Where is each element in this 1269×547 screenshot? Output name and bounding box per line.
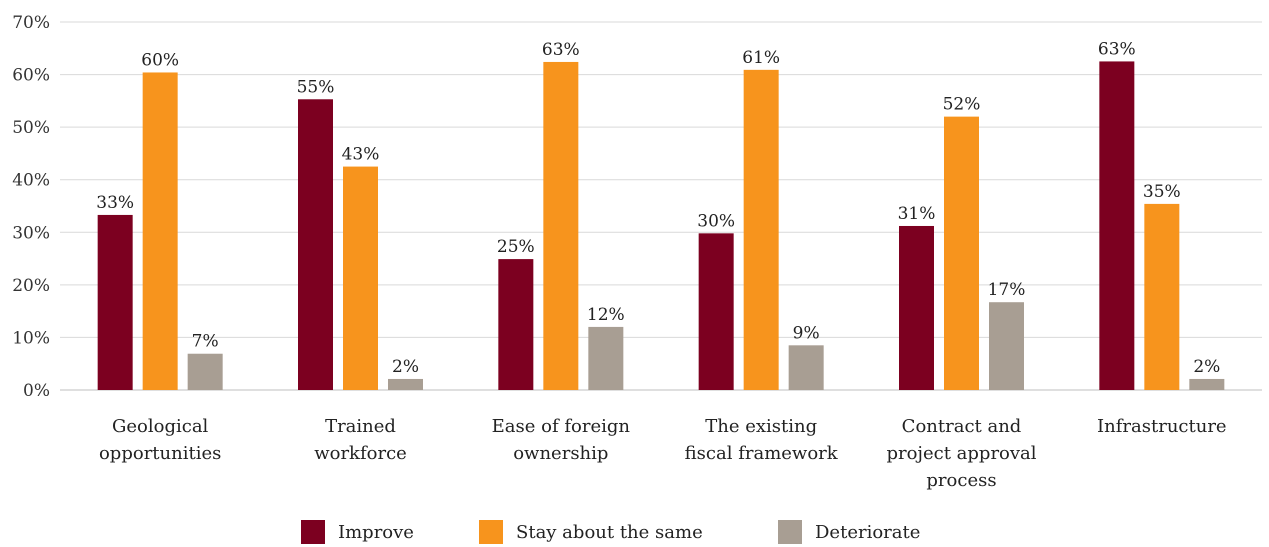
data-label: 52% <box>943 95 981 115</box>
bar <box>588 326 624 390</box>
data-label: 31% <box>898 204 936 224</box>
bar <box>989 302 1024 390</box>
legend-label-improve: Improve <box>338 521 414 543</box>
y-tick-label: 10% <box>12 328 50 348</box>
data-labels: 33% 60% 7% 55% 43% 2% 25% 63% 12% 30% 61% 9% 31% 52% 1… <box>96 39 1220 377</box>
y-tick-label: 30% <box>12 223 50 243</box>
data-label: 7% <box>192 332 219 352</box>
gridlines <box>60 21 1262 391</box>
bar-chart: 0% 10% 20% 30% 40% 50% 60% 70% 33% 60% 7% 55% 43% 2%… <box>12 13 1262 491</box>
y-tick-label: 20% <box>12 276 50 296</box>
bar <box>142 72 178 391</box>
category-label: Infrastructure <box>1097 416 1227 437</box>
bar <box>1099 61 1135 391</box>
data-label: 2% <box>392 357 419 377</box>
data-label: 61% <box>742 48 780 68</box>
bars <box>97 61 1225 391</box>
data-label: 43% <box>342 145 380 165</box>
bar <box>97 214 133 390</box>
legend-item-stay-about-the-same: Stay about the same <box>479 520 703 544</box>
legend-item-improve: Improve <box>301 520 414 544</box>
bar <box>298 99 333 390</box>
category-label: Contract and project approval process <box>886 416 1036 491</box>
data-label: 55% <box>297 77 335 97</box>
data-label: 25% <box>497 237 535 257</box>
category-label: Geological opportunities <box>99 416 221 464</box>
data-label: 12% <box>587 305 625 325</box>
bar <box>388 378 423 390</box>
bar <box>743 69 779 390</box>
legend-swatch-stay-about-the-same <box>479 520 503 544</box>
x-axis: Geological opportunities Trained workforce E… <box>99 416 1227 491</box>
legend-label-deteriorate: Deteriorate <box>815 521 921 543</box>
y-tick-label: 70% <box>12 13 50 33</box>
legend-swatch-improve <box>301 520 325 544</box>
data-label: 9% <box>793 323 820 343</box>
bar <box>944 116 979 390</box>
bar <box>187 353 223 390</box>
bar <box>498 259 534 390</box>
legend: Improve Stay about the same Deteriorate <box>0 520 1269 547</box>
y-axis: 0% 10% 20% 30% 40% 50% 60% 70% <box>12 13 50 401</box>
bar <box>1189 378 1225 390</box>
category-label: Trained workforce <box>314 416 407 464</box>
legend-item-deteriorate: Deteriorate <box>778 520 920 544</box>
data-label: 63% <box>1098 39 1136 59</box>
bar <box>543 61 579 390</box>
data-label: 35% <box>1143 182 1181 202</box>
bar <box>343 166 378 390</box>
data-label: 33% <box>96 193 134 213</box>
legend-swatch-deteriorate <box>778 520 802 544</box>
category-label: Ease of foreign ownership <box>492 416 631 464</box>
legend-label-stay-about-the-same: Stay about the same <box>516 521 703 543</box>
bar <box>1144 203 1180 390</box>
data-label: 17% <box>988 280 1026 300</box>
data-label: 2% <box>1193 357 1220 377</box>
bar <box>788 345 824 390</box>
data-label: 63% <box>542 40 580 60</box>
category-label: The existing fiscal framework <box>685 416 839 464</box>
bar <box>698 233 734 390</box>
y-tick-label: 50% <box>12 118 50 138</box>
y-tick-label: 40% <box>12 171 50 191</box>
y-tick-label: 0% <box>23 381 50 401</box>
data-label: 60% <box>141 50 179 70</box>
data-label: 30% <box>697 211 735 231</box>
y-tick-label: 60% <box>12 66 50 86</box>
bar <box>899 225 934 390</box>
